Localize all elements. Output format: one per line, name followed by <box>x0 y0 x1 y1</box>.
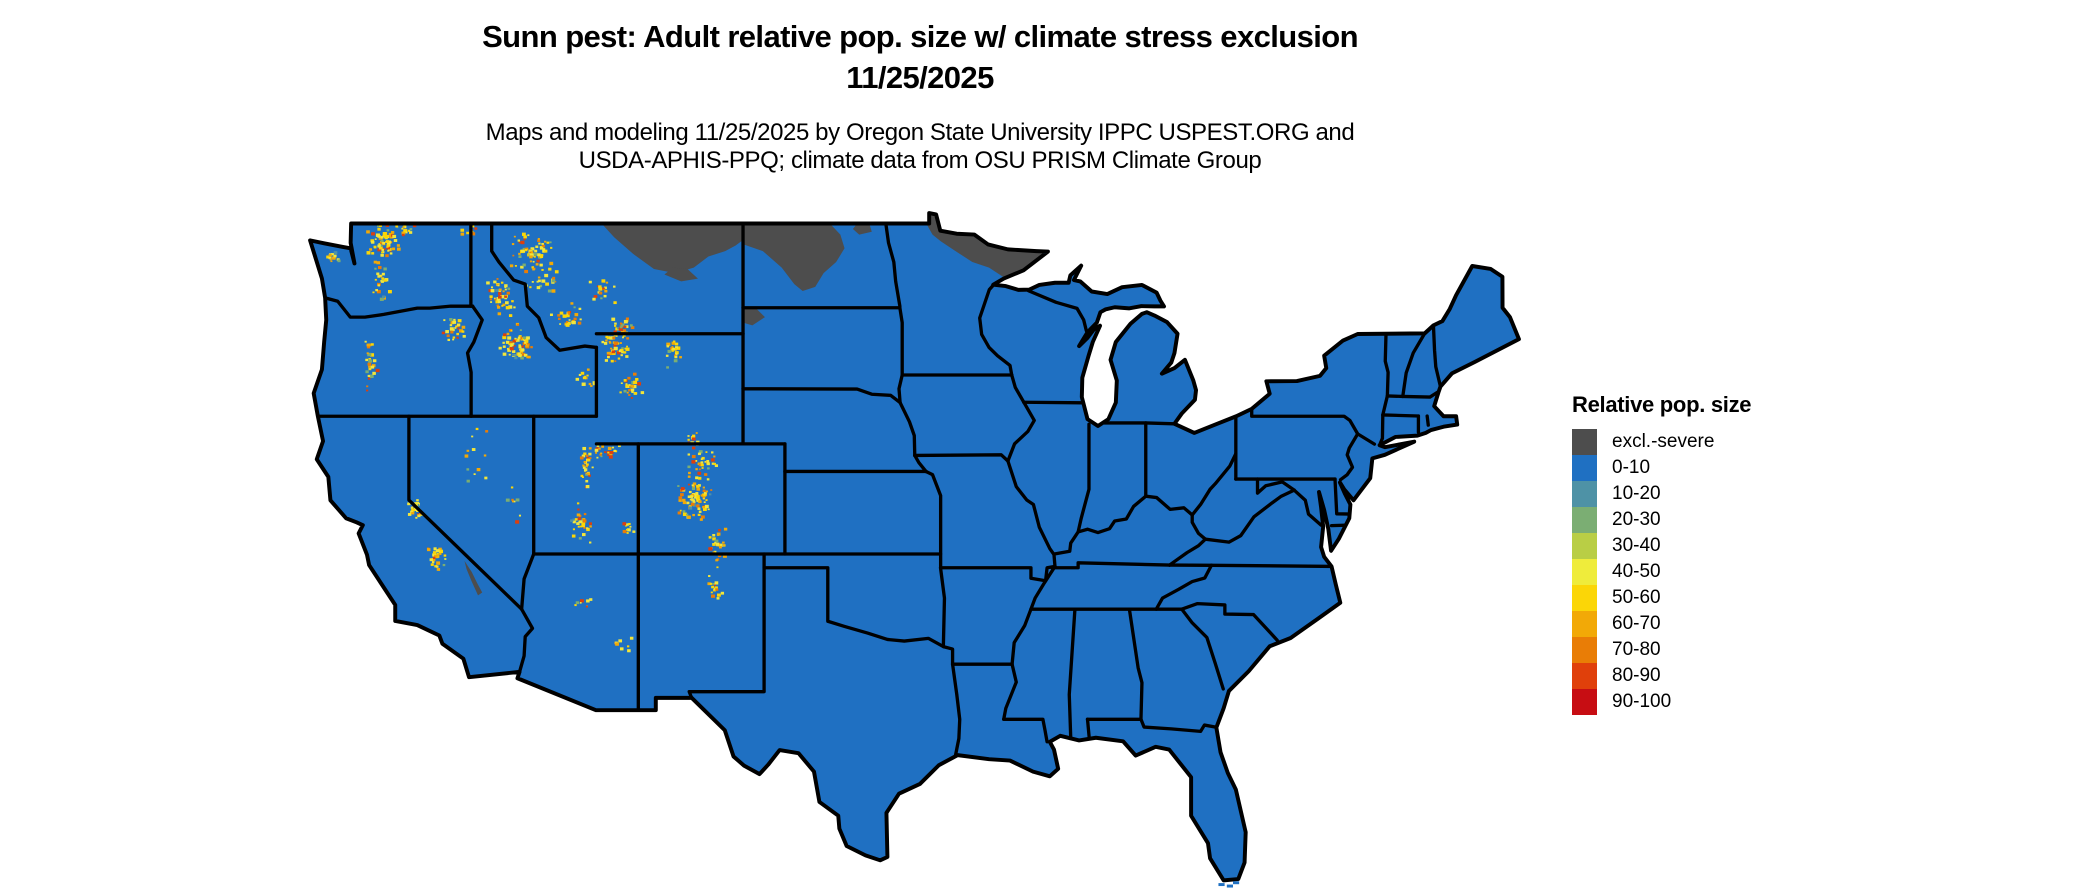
legend-item: 40-50 <box>1572 559 1751 585</box>
us-choropleth-map <box>308 211 1521 888</box>
legend-swatch-50-60 <box>1572 585 1597 611</box>
legend-item: 90-100 <box>1572 689 1751 715</box>
legend-label: excl.-severe <box>1612 431 1715 452</box>
legend-swatch-30-40 <box>1572 533 1597 559</box>
legend-swatch-40-50 <box>1572 559 1597 585</box>
legend-label: 10-20 <box>1612 483 1661 504</box>
legend-swatch-20-30 <box>1572 507 1597 533</box>
page-subtitle: Maps and modeling 11/25/2025 by Oregon S… <box>0 119 1840 175</box>
legend-swatch-excl-severe <box>1572 429 1597 455</box>
page-title: Sunn pest: Adult relative pop. size w/ c… <box>0 16 1840 98</box>
legend-item: 70-80 <box>1572 637 1751 663</box>
legend-title: Relative pop. size <box>1572 392 1752 417</box>
legend-label: 50-60 <box>1612 587 1661 608</box>
legend-item: 80-90 <box>1572 663 1751 689</box>
legend-item: 50-60 <box>1572 585 1751 611</box>
legend-item: 10-20 <box>1572 481 1751 507</box>
subtitle-line-2: USDA-APHIS-PPQ; climate data from OSU PR… <box>578 147 1262 174</box>
map-legend: Relative pop. size excl.-severe 0-10 10-… <box>1572 392 1752 715</box>
legend-swatch-70-80 <box>1572 637 1597 663</box>
legend-item: 20-30 <box>1572 507 1751 533</box>
legend-item: 0-10 <box>1572 455 1751 481</box>
title-line-1: Sunn pest: Adult relative pop. size w/ c… <box>482 19 1358 54</box>
legend-swatch-60-70 <box>1572 611 1597 637</box>
legend-item: 60-70 <box>1572 611 1751 637</box>
legend-label: 30-40 <box>1612 535 1661 556</box>
legend-label: 0-10 <box>1612 457 1651 478</box>
legend-swatch-90-100 <box>1572 689 1597 715</box>
legend-swatch-10-20 <box>1572 481 1597 507</box>
title-line-2: 11/25/2025 <box>846 60 994 95</box>
legend-item: excl.-severe <box>1572 429 1751 455</box>
legend-label: 40-50 <box>1612 561 1661 582</box>
legend-label: 90-100 <box>1612 691 1672 712</box>
legend-swatch-80-90 <box>1572 663 1597 689</box>
legend-label: 80-90 <box>1612 665 1661 686</box>
subtitle-line-1: Maps and modeling 11/25/2025 by Oregon S… <box>485 119 1355 146</box>
legend-label: 20-30 <box>1612 509 1661 530</box>
legend-label: 60-70 <box>1612 613 1661 634</box>
legend-swatch-0-10 <box>1572 455 1597 481</box>
legend-item: 30-40 <box>1572 533 1751 559</box>
legend-label: 70-80 <box>1612 639 1661 660</box>
